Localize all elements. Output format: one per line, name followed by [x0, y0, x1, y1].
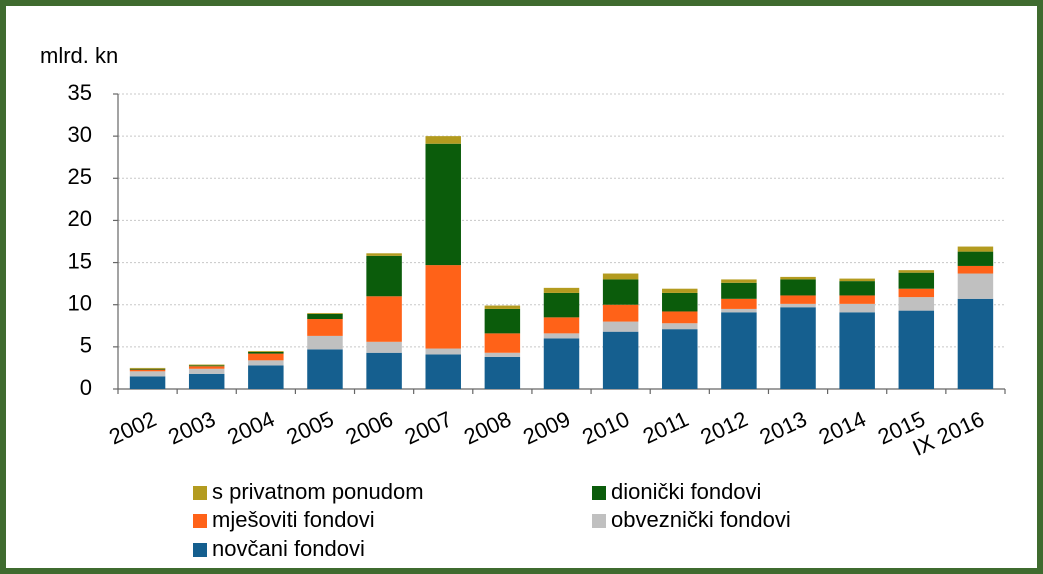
bar-segment	[188, 366, 225, 369]
bar-segment	[839, 303, 875, 313]
legend-label: s privatnom ponudom	[212, 479, 424, 504]
bar-segment	[957, 251, 994, 266]
bar-segment	[248, 351, 284, 354]
bar-segment	[721, 308, 757, 313]
bar-segment	[780, 276, 816, 280]
bar-segment	[662, 292, 698, 312]
bar-segment	[543, 338, 580, 389]
bar-segment	[248, 351, 284, 352]
bar-segment	[898, 288, 935, 298]
y-tick-label: 10	[68, 291, 92, 316]
bar-segment	[366, 341, 402, 353]
legend-label: obveznički fondovi	[611, 507, 791, 532]
bar-segment	[425, 265, 461, 349]
bar-segment	[188, 364, 225, 366]
bar-segment	[839, 281, 875, 296]
y-tick-label: 25	[68, 164, 92, 189]
bar-segment	[543, 333, 580, 339]
bar-segment	[129, 367, 166, 369]
legend-swatch	[193, 486, 207, 500]
y-axis-label: mlrd. kn	[40, 43, 118, 68]
bar-segment	[602, 273, 639, 280]
bar-segment	[366, 352, 402, 389]
bar-segment	[307, 313, 343, 320]
y-tick-label: 5	[80, 333, 92, 358]
bar-segment	[188, 365, 225, 367]
bar-segment	[898, 272, 935, 289]
bar-segment	[425, 354, 461, 389]
bar-segment	[543, 292, 580, 318]
bar-segment	[425, 143, 461, 266]
bar-segment	[602, 279, 639, 305]
bar-segment	[898, 270, 935, 273]
legend-label: dionički fondovi	[611, 479, 761, 504]
bar-segment	[425, 136, 461, 144]
bar-segment	[307, 313, 343, 314]
bar-segment	[484, 308, 521, 334]
bar-segment	[484, 333, 521, 353]
bar-segment	[898, 297, 935, 311]
bar-segment	[602, 331, 639, 389]
legend-swatch	[592, 514, 606, 528]
bar-segment	[839, 278, 875, 282]
legend-swatch	[193, 543, 207, 557]
bar-segment	[662, 329, 698, 389]
bar-segment	[484, 356, 521, 389]
bar-segment	[721, 279, 757, 283]
bar-segment	[307, 335, 343, 350]
y-tick-label: 20	[68, 206, 92, 231]
bar-segment	[957, 246, 994, 252]
bar-segment	[839, 312, 875, 389]
bar-segment	[425, 348, 461, 355]
bar-segment	[721, 282, 757, 299]
bar-segment	[721, 312, 757, 389]
bar-segment	[780, 295, 816, 304]
bar-segment	[484, 352, 521, 357]
bar-segment	[129, 376, 166, 389]
bar-segment	[129, 369, 166, 372]
bar-segment	[721, 298, 757, 309]
bar-segment	[366, 253, 402, 256]
bar-segment	[248, 365, 284, 389]
bar-segment	[129, 371, 166, 377]
bar-segment	[188, 368, 225, 374]
bar-segment	[957, 273, 994, 299]
bar-segment	[543, 317, 580, 334]
legend-swatch	[193, 514, 207, 528]
bar-segment	[662, 323, 698, 330]
y-tick-label: 30	[68, 122, 92, 147]
legend-swatch	[592, 486, 606, 500]
bar-segment	[188, 373, 225, 389]
bar-segment	[662, 311, 698, 324]
legend-label: mješoviti fondovi	[212, 507, 375, 532]
bar-segment	[780, 307, 816, 389]
bar-segment	[780, 279, 816, 296]
bar-segment	[898, 310, 935, 389]
legend-label: novčani fondovi	[212, 536, 365, 561]
y-tick-label: 35	[68, 80, 92, 105]
bar-segment	[662, 288, 698, 293]
y-tick-label: 15	[68, 248, 92, 273]
bar-segment	[839, 295, 875, 304]
bar-segment	[248, 353, 284, 361]
bar-segment	[957, 265, 994, 274]
bar-segment	[366, 296, 402, 342]
bar-segment	[307, 319, 343, 336]
y-tick-label: 0	[80, 375, 92, 400]
bar-segment	[366, 255, 402, 297]
bar-segment	[780, 303, 816, 308]
bar-segment	[602, 321, 639, 332]
bar-segment	[602, 304, 639, 322]
bar-segment	[484, 305, 521, 309]
bar-segment	[248, 360, 284, 366]
bar-segment	[957, 298, 994, 389]
bar-segment	[307, 349, 343, 389]
bar-segment	[129, 368, 166, 370]
bar-segment	[543, 287, 580, 293]
